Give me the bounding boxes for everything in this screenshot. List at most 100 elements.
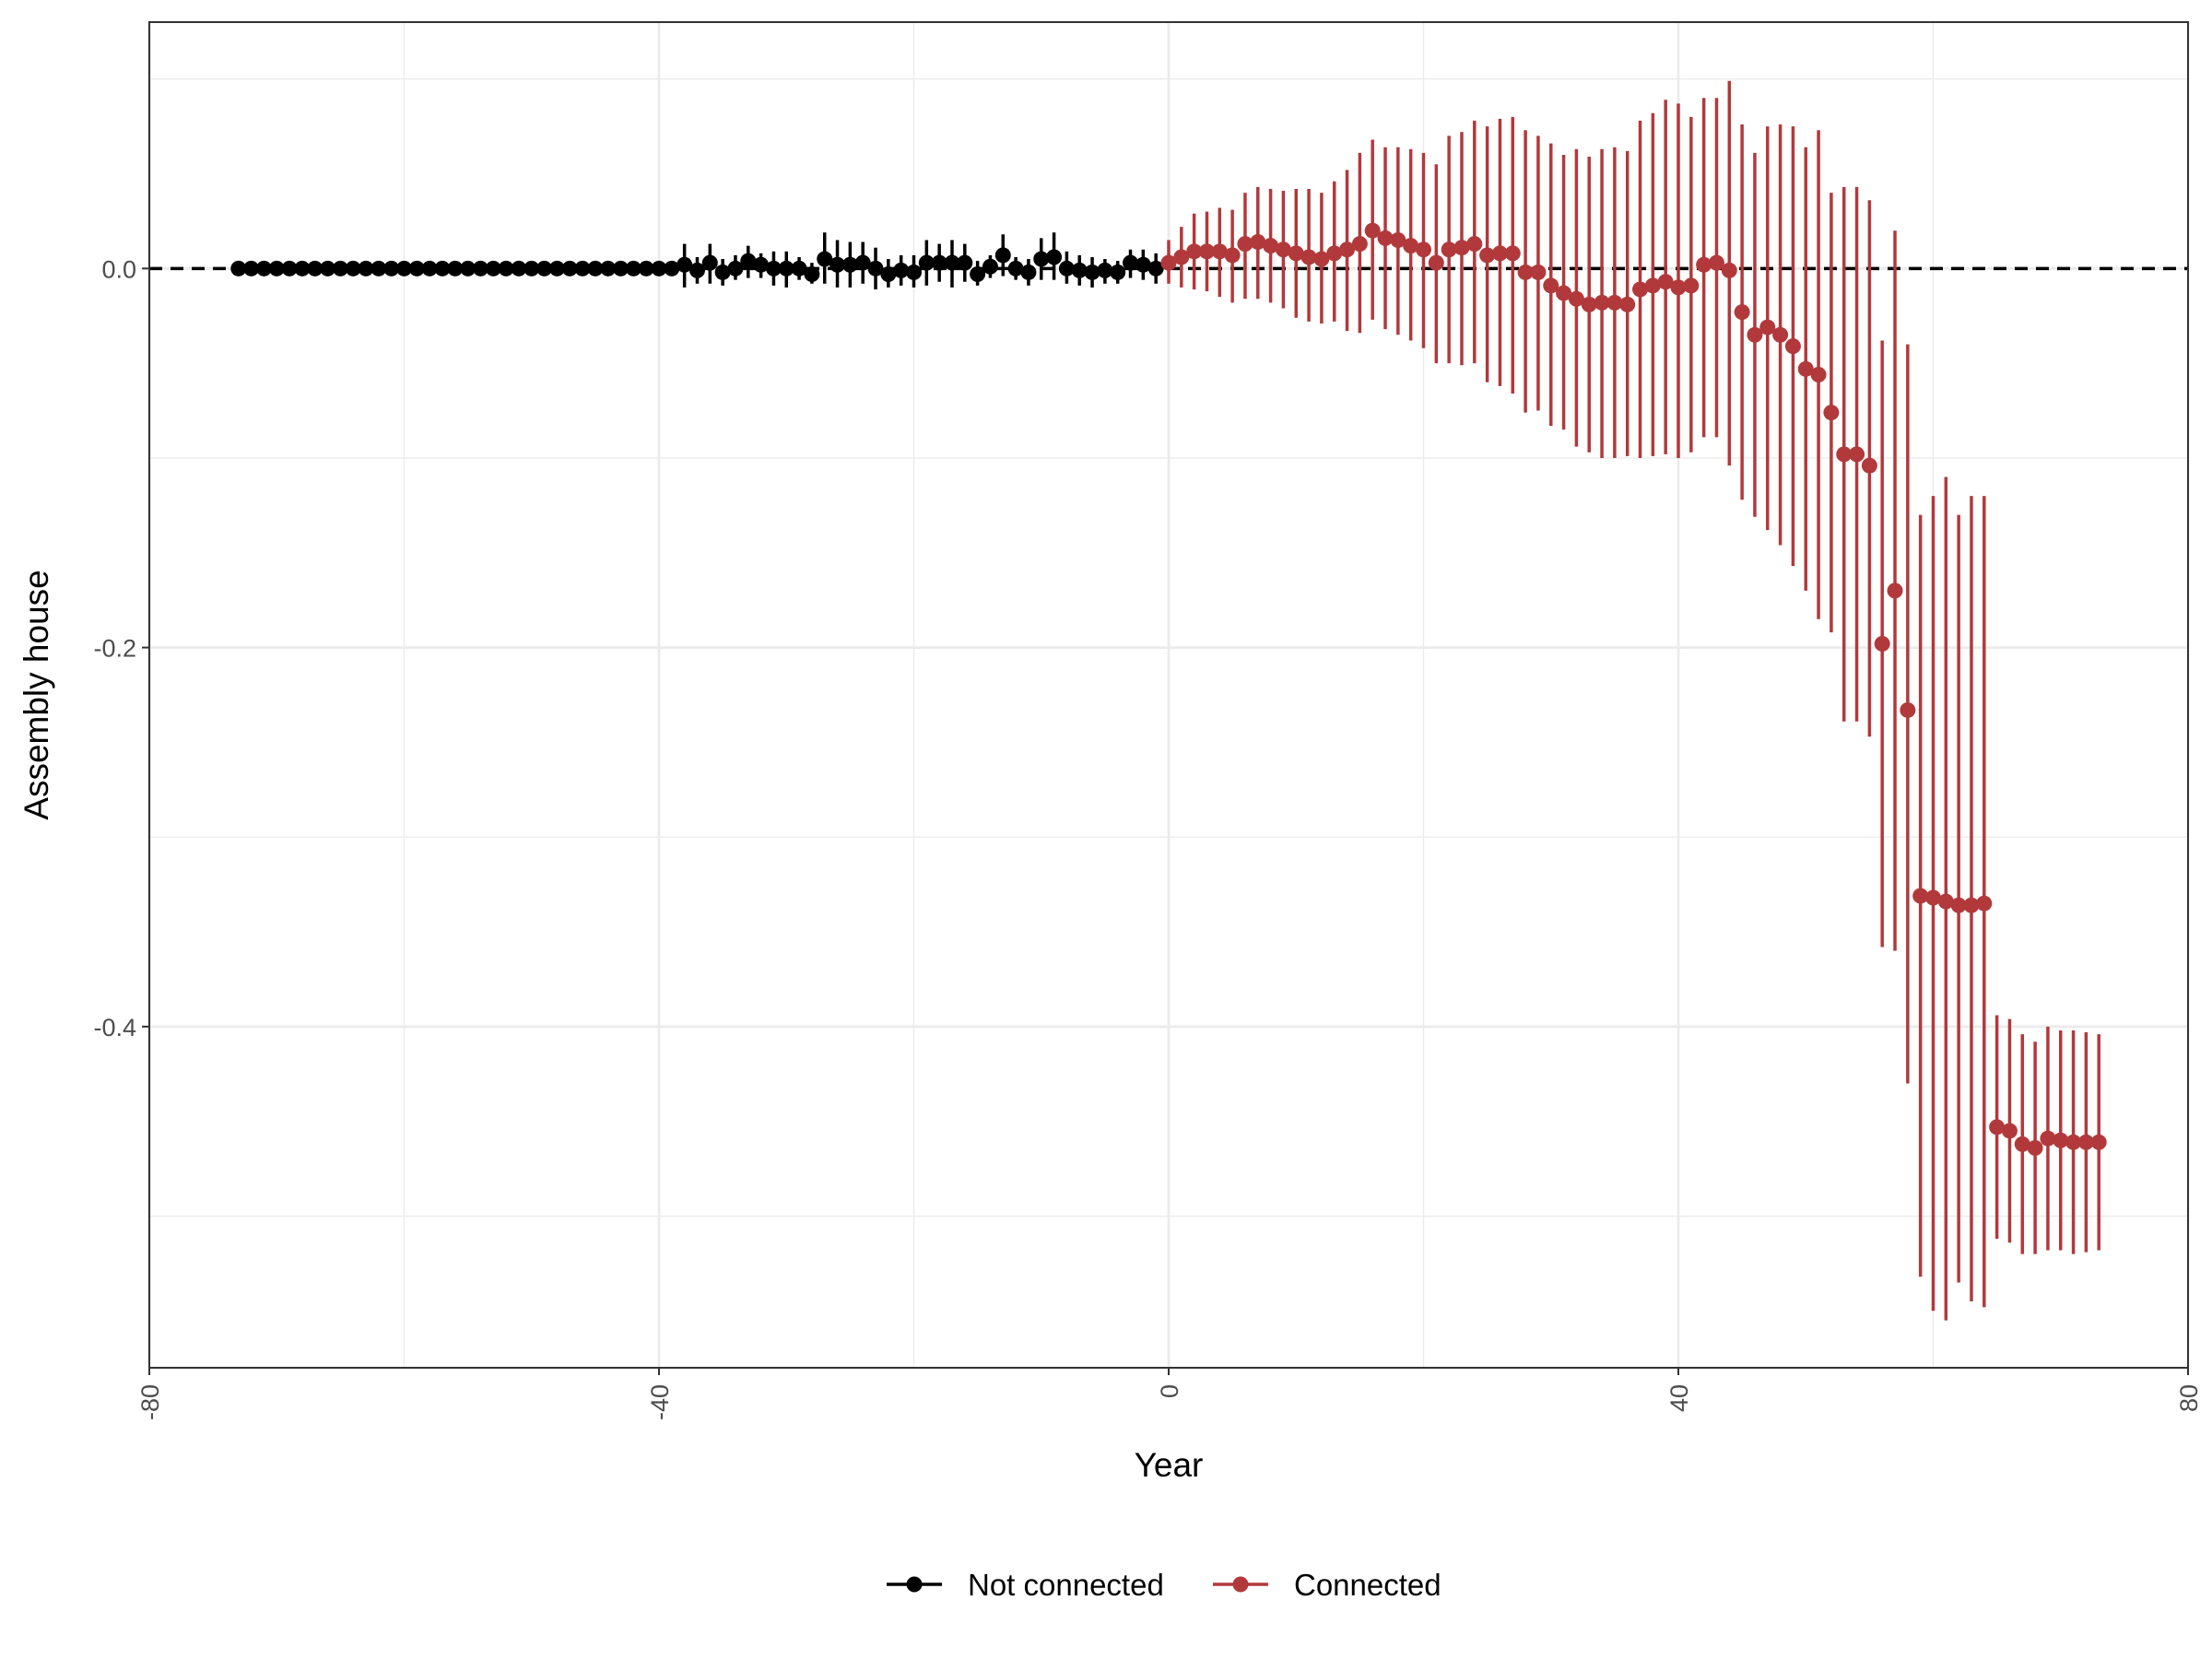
data-point-not-connected [651, 260, 667, 276]
data-point-connected [1887, 582, 1903, 599]
data-point-connected [1989, 1119, 2006, 1135]
data-point-connected [1810, 366, 1827, 382]
data-point-not-connected [701, 254, 718, 271]
data-point-not-connected [765, 260, 782, 276]
data-point-not-connected [944, 254, 960, 271]
data-point-not-connected [931, 254, 947, 271]
data-point-connected [1772, 326, 1789, 343]
data-point-connected [2090, 1134, 2107, 1150]
data-point-not-connected [548, 260, 565, 276]
data-point-connected [2014, 1135, 2030, 1152]
data-point-not-connected [688, 262, 705, 278]
data-point-not-connected [243, 260, 260, 276]
data-point-connected [1479, 247, 1496, 264]
data-point-not-connected [574, 260, 591, 276]
data-point-connected [1288, 245, 1304, 262]
series-connected [1160, 80, 2107, 1321]
data-point-not-connected [294, 260, 311, 276]
data-point-not-connected [906, 264, 922, 280]
data-point-not-connected [408, 260, 425, 276]
data-point-connected [1543, 277, 1559, 294]
data-point-not-connected [817, 251, 833, 267]
data-point-not-connected [841, 256, 858, 273]
data-point-not-connected [255, 260, 272, 276]
data-point-not-connected [830, 256, 846, 273]
data-point-connected [1441, 241, 1457, 258]
data-point-connected [1823, 405, 1840, 421]
data-point-connected [1747, 326, 1763, 343]
data-point-not-connected [345, 260, 361, 276]
data-point-connected [2077, 1134, 2094, 1150]
data-point-not-connected [1071, 262, 1088, 278]
data-point-not-connected [447, 260, 464, 276]
legend: Not connected Connected [887, 1568, 1441, 1602]
data-point-connected [1721, 262, 1737, 278]
data-point-not-connected [1135, 256, 1151, 273]
data-point-not-connected [613, 260, 629, 276]
data-point-not-connected [727, 260, 744, 276]
data-point-not-connected [1123, 254, 1139, 271]
data-point-connected [1428, 254, 1444, 271]
x-tick-label: 0 [1156, 1384, 1183, 1398]
data-point-connected [1874, 635, 1890, 652]
data-point-connected [1683, 277, 1700, 294]
data-point-not-connected [434, 260, 451, 276]
data-point-not-connected [1020, 264, 1037, 280]
data-point-not-connected [600, 260, 617, 276]
data-point-connected [1237, 236, 1253, 253]
data-point-not-connected [536, 260, 553, 276]
data-point-not-connected [918, 254, 935, 271]
data-point-connected [1326, 245, 1343, 262]
x-tick-label: -80 [136, 1384, 164, 1420]
data-point-not-connected [320, 260, 336, 276]
data-point-not-connected [587, 260, 604, 276]
data-point-not-connected [1007, 260, 1024, 276]
data-point-connected [1632, 281, 1649, 298]
data-point-connected [1530, 264, 1547, 280]
x-tick-label: -40 [646, 1384, 674, 1420]
data-point-not-connected [358, 260, 374, 276]
data-point-connected [1173, 249, 1190, 265]
data-point-not-connected [485, 260, 501, 276]
data-point-not-connected [371, 260, 387, 276]
data-point-connected [1250, 234, 1266, 251]
data-point-connected [1568, 290, 1584, 307]
data-point-connected [1160, 254, 1177, 271]
legend-label-connected: Connected [1294, 1568, 1441, 1602]
data-point-not-connected [714, 264, 731, 280]
data-point-connected [1861, 457, 1877, 474]
data-point-connected [1696, 256, 1712, 273]
x-tick-label: 40 [1665, 1384, 1693, 1412]
data-point-not-connected [664, 260, 680, 276]
data-point-not-connected [893, 262, 910, 278]
data-point-not-connected [332, 260, 348, 276]
data-point-not-connected [1046, 249, 1063, 265]
x-tick-label: 80 [2175, 1384, 2203, 1412]
data-point-connected [1644, 277, 1661, 294]
data-point-connected [1963, 897, 1980, 913]
legend-item-not-connected: Not connected [887, 1568, 1164, 1602]
data-point-connected [1556, 285, 1572, 301]
data-point-not-connected [498, 260, 514, 276]
data-point-connected [1950, 897, 1967, 913]
data-point-connected [1224, 247, 1241, 264]
data-point-not-connected [511, 260, 527, 276]
data-point-connected [1657, 274, 1674, 290]
x-axis-title: Year [1135, 1446, 1204, 1484]
series-layer [230, 80, 2107, 1321]
data-point-not-connected [268, 260, 285, 276]
data-point-connected [1377, 229, 1394, 246]
y-tick-label: -0.4 [93, 1014, 136, 1041]
legend-key-point-connected [1232, 1576, 1249, 1593]
data-point-connected [1390, 231, 1406, 248]
data-point-not-connected [804, 265, 820, 282]
data-point-not-connected [1033, 251, 1050, 267]
y-axis-ticks: 0.0 -0.2 -0.4 [93, 255, 149, 1041]
data-point-connected [2065, 1134, 2082, 1150]
data-point-connected [2001, 1123, 2018, 1139]
data-point-connected [1836, 446, 1853, 463]
data-point-not-connected [1147, 260, 1164, 276]
data-point-not-connected [396, 260, 412, 276]
data-point-connected [1849, 446, 1865, 463]
